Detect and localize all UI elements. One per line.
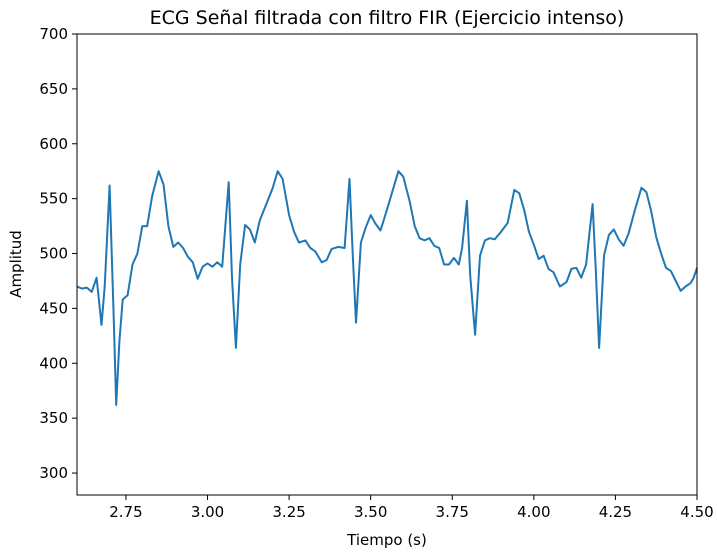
y-tick-label: 550 (39, 190, 68, 208)
y-axis: 300 350 400 450 500 550 600 650 700 (39, 25, 77, 482)
x-tick-label: 4.00 (517, 503, 550, 521)
y-tick-label: 650 (39, 80, 68, 98)
x-axis: 2.75 3.00 3.25 3.50 3.75 4.00 4.25 4.50 (109, 495, 714, 521)
y-axis-label: Amplitud (7, 230, 25, 298)
x-tick-label: 3.00 (191, 503, 224, 521)
y-tick-label: 500 (39, 245, 68, 263)
x-tick-label: 4.50 (680, 503, 713, 521)
x-tick-label: 4.25 (599, 503, 632, 521)
y-tick-label: 400 (39, 354, 68, 372)
y-tick-label: 450 (39, 299, 68, 317)
x-tick-label: 2.75 (109, 503, 142, 521)
x-tick-label: 3.50 (354, 503, 387, 521)
series-line (76, 170, 698, 406)
y-tick-label: 350 (39, 409, 68, 427)
plot-frame (76, 33, 698, 496)
y-tick-label: 700 (39, 25, 68, 43)
chart-title: ECG Señal filtrada con filtro FIR (Ejerc… (150, 7, 625, 29)
y-tick-label: 300 (39, 464, 68, 482)
y-tick-label: 600 (39, 135, 68, 153)
x-tick-label: 3.25 (272, 503, 305, 521)
x-tick-label: 3.75 (436, 503, 469, 521)
plot-area (76, 33, 698, 496)
x-axis-label: Tiempo (s) (346, 531, 427, 549)
